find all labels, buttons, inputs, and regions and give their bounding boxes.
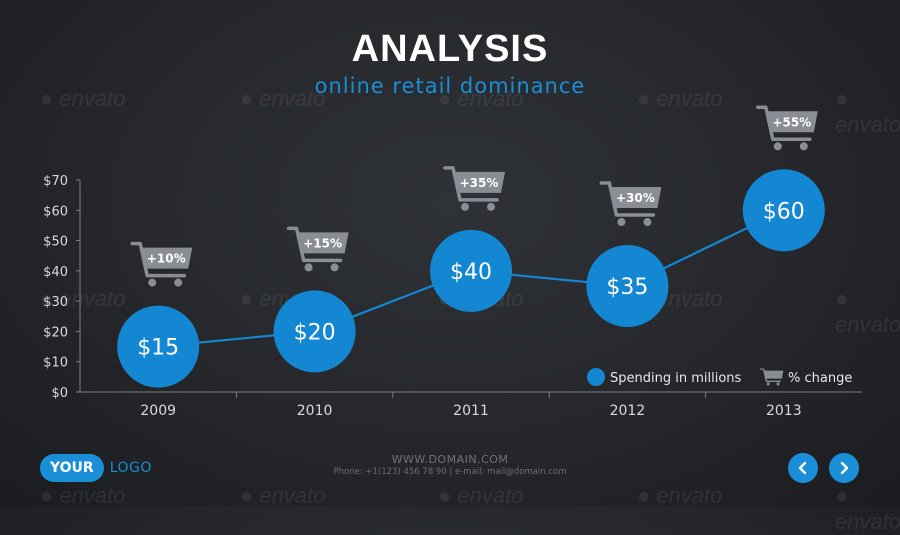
legend-label-change: % change xyxy=(788,371,852,386)
data-label: $40 xyxy=(450,260,492,285)
chevron-right-icon xyxy=(840,461,849,475)
y-tick-label: $70 xyxy=(43,174,68,189)
next-button[interactable] xyxy=(829,453,859,483)
x-tick-label: 2012 xyxy=(610,403,646,419)
watermark-text: ● envato xyxy=(438,86,524,111)
chevron-left-icon xyxy=(798,461,807,475)
watermark-text: ● envato xyxy=(637,86,723,111)
shopping-cart-icon: +10% xyxy=(130,241,193,287)
svg-text:+15%: +15% xyxy=(303,236,342,250)
data-point-circle xyxy=(273,290,356,373)
watermark-text: ● envato xyxy=(40,483,126,508)
svg-text:+55%: +55% xyxy=(772,115,811,129)
watermark-text: ● envato xyxy=(835,286,900,337)
svg-text:+10%: +10% xyxy=(147,252,186,266)
watermark-text: ● envato xyxy=(40,86,126,111)
watermark-text: ● envato xyxy=(835,483,900,534)
data-point-circle xyxy=(586,245,669,327)
shopping-cart-icon: +30% xyxy=(599,181,662,226)
prev-button[interactable] xyxy=(788,453,818,483)
y-tick-label: $50 xyxy=(43,235,68,250)
data-point-circle xyxy=(742,169,825,252)
svg-text:+35%: +35% xyxy=(460,176,499,190)
y-tick-label: $30 xyxy=(43,295,68,310)
y-tick-label: $0 xyxy=(51,386,68,401)
legend-cart-icon xyxy=(759,368,784,386)
line-chart: $0 $10 $20 $30 $40 $50 $60 $70 2009 2010 2011 2012 2… xyxy=(43,105,862,419)
data-label: $35 xyxy=(606,275,648,300)
x-tick-label: 2009 xyxy=(140,403,176,419)
data-label: $20 xyxy=(294,320,336,345)
y-tick-label: $60 xyxy=(43,204,68,219)
y-tick-label: $10 xyxy=(43,356,68,371)
shopping-cart-icon: +55% xyxy=(756,105,818,151)
watermark-text: ● envato xyxy=(40,286,126,311)
logo: YOUR LOGO xyxy=(40,454,152,482)
data-label: $15 xyxy=(137,336,179,361)
logo-pill: YOUR xyxy=(40,454,104,482)
footer-url[interactable]: WWW.DOMAIN.COM xyxy=(391,453,509,466)
x-tick-label: 2011 xyxy=(453,403,489,419)
x-tick-label: 2013 xyxy=(766,403,802,419)
legend-marker-spending xyxy=(587,368,605,386)
footer-contact: Phone: +1(123) 456 78 90 | e-mail: mail@… xyxy=(333,467,567,477)
page-subtitle: online retail dominance xyxy=(314,74,586,98)
watermark-text: ● envato xyxy=(240,483,326,508)
data-point-circle xyxy=(117,305,200,388)
data-point-circle xyxy=(430,229,512,312)
watermark-text: ● envato xyxy=(835,86,900,137)
shopping-cart-icon: +35% xyxy=(443,166,505,211)
y-tick-label: $20 xyxy=(43,325,68,340)
logo-text: LOGO xyxy=(109,460,152,476)
legend-label-spending: Spending in millions xyxy=(610,371,742,386)
watermark-text: ● envato xyxy=(438,483,524,508)
y-tick-label: $40 xyxy=(43,265,68,280)
page-title: ANALYSIS xyxy=(351,28,549,70)
data-label: $60 xyxy=(763,199,805,224)
shopping-cart-icon: +15% xyxy=(286,226,349,272)
watermark-text: ● envato xyxy=(637,483,723,508)
svg-text:+30%: +30% xyxy=(616,191,655,205)
x-tick-label: 2010 xyxy=(297,403,333,419)
watermark-text: ● envato xyxy=(240,86,326,111)
